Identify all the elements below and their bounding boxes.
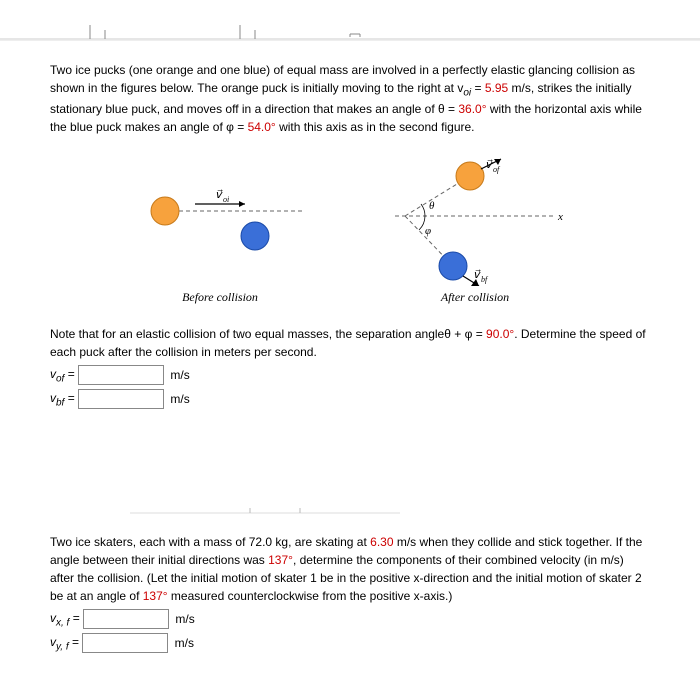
p1-note-angle: 90.0° <box>486 327 514 341</box>
after-svg: x v⃗ of v⃗ bf θ φ <box>375 156 575 286</box>
vbf-sub: bf <box>56 398 64 409</box>
svg-text:of: of <box>493 165 501 174</box>
svg-text:v⃗: v⃗ <box>215 189 223 201</box>
problem1-text: Two ice pucks (one orange and one blue) … <box>50 61 650 136</box>
p2-a: Two ice skaters, each with a mass of 72.… <box>50 535 370 549</box>
p2-d: measured counterclockwise from the posit… <box>168 589 453 603</box>
p1-eq1: = <box>471 81 485 95</box>
vyf-eq: = <box>72 636 82 650</box>
svg-text:x: x <box>557 211 563 223</box>
p1-theta: 36.0° <box>458 102 486 116</box>
vof-row: vof = m/s <box>50 365 650 385</box>
vbf-input[interactable] <box>78 389 164 409</box>
svg-text:v⃗: v⃗ <box>473 269 481 281</box>
vyf-unit: m/s <box>175 636 194 650</box>
vbf-row: vbf = m/s <box>50 389 650 409</box>
vof-sub: of <box>56 374 64 385</box>
spacer <box>50 413 650 533</box>
vyf-row: vy, f = m/s <box>50 633 650 653</box>
after-diagram: x v⃗ of v⃗ bf θ φ <box>375 156 575 305</box>
vof-eq: = <box>68 368 78 382</box>
after-label: After collision <box>375 290 575 305</box>
vyf-sub: y, f <box>56 642 69 653</box>
vxf-sub: x, f <box>56 618 69 629</box>
svg-text:bf: bf <box>481 275 489 284</box>
vbf-eq: = <box>68 392 78 406</box>
vxf-row: vx, f = m/s <box>50 609 650 629</box>
p1-phi: 54.0° <box>248 120 276 134</box>
vxf-unit: m/s <box>175 612 194 626</box>
svg-text:oi: oi <box>223 195 229 204</box>
p1-note-a: Note that for an elastic collision of tw… <box>50 327 486 341</box>
p1-voi: 5.95 <box>485 81 508 95</box>
diagram-row: v⃗ oi Before collision x v⃗ <box>50 156 650 305</box>
p1-note: Note that for an elastic collision of tw… <box>50 325 650 361</box>
p2-speed: 6.30 <box>370 535 393 549</box>
before-svg: v⃗ oi <box>125 156 315 286</box>
p1-sub1: oi <box>463 87 471 98</box>
vbf-unit: m/s <box>170 392 189 406</box>
vyf-input[interactable] <box>82 633 168 653</box>
p2-angle: 137° <box>268 553 293 567</box>
svg-text:θ: θ <box>429 200 435 212</box>
svg-text:φ: φ <box>425 225 431 237</box>
vxf-input[interactable] <box>83 609 169 629</box>
vof-unit: m/s <box>170 368 189 382</box>
problem2-text: Two ice skaters, each with a mass of 72.… <box>50 533 650 605</box>
before-label: Before collision <box>125 290 315 305</box>
svg-text:v⃗: v⃗ <box>485 159 493 171</box>
top-ruler <box>0 0 700 41</box>
before-diagram: v⃗ oi Before collision <box>125 156 315 305</box>
vof-input[interactable] <box>78 365 164 385</box>
p2-angle2: 137° <box>143 589 168 603</box>
p1-e: with this axis as in the second figure. <box>276 120 475 134</box>
vxf-eq: = <box>73 612 83 626</box>
